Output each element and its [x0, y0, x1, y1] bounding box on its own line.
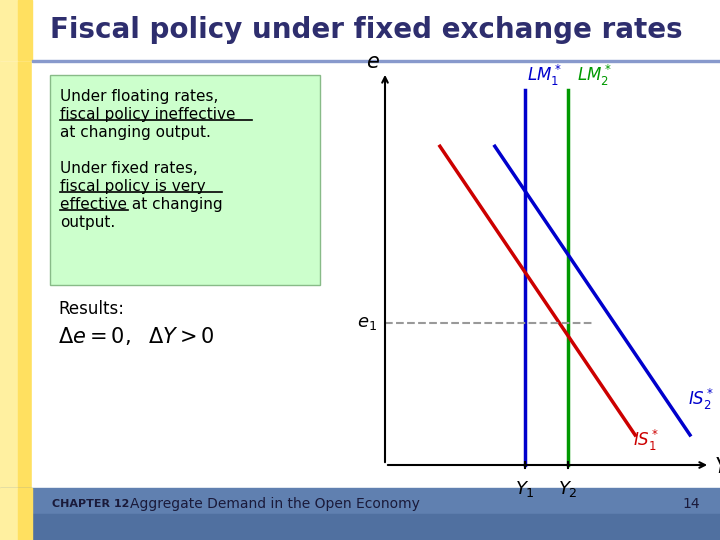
- Bar: [18, 0, 32, 60]
- Bar: [32, 59, 720, 62]
- Text: CHAPTER 12: CHAPTER 12: [52, 499, 130, 509]
- Text: $Y_1$: $Y_1$: [516, 479, 535, 499]
- Text: $\Delta \mathbf{\mathit{e}}=0,$  $\Delta \mathbf{\mathit{Y}}>0$: $\Delta \mathbf{\mathit{e}}=0,$ $\Delta …: [58, 325, 215, 347]
- Text: $LM_1^*$: $LM_1^*$: [527, 63, 562, 88]
- Text: $LM_2^*$: $LM_2^*$: [577, 63, 612, 88]
- Text: fiscal policy ineffective: fiscal policy ineffective: [60, 107, 235, 122]
- Text: $Y_2$: $Y_2$: [558, 479, 578, 499]
- Text: Results:: Results:: [58, 300, 124, 318]
- Bar: [0, 488, 18, 540]
- Text: $e_1$: $e_1$: [357, 314, 377, 332]
- Bar: [18, 52, 32, 488]
- Bar: [50, 75, 320, 285]
- Bar: [0, 514, 720, 540]
- Text: $Y$: $Y$: [714, 457, 720, 477]
- Text: at changing output.: at changing output.: [60, 125, 211, 140]
- Text: $IS_1^*$: $IS_1^*$: [633, 428, 660, 453]
- Bar: [18, 488, 32, 540]
- Text: Under floating rates,: Under floating rates,: [60, 89, 218, 104]
- Bar: [0, 52, 18, 488]
- Text: 14: 14: [683, 497, 700, 511]
- Bar: [0, 488, 720, 540]
- Text: $IS_2^*$: $IS_2^*$: [688, 387, 714, 412]
- Text: fiscal policy is very: fiscal policy is very: [60, 179, 206, 194]
- Bar: [0, 0, 18, 60]
- Text: $e$: $e$: [366, 52, 380, 72]
- Text: Aggregate Demand in the Open Economy: Aggregate Demand in the Open Economy: [130, 497, 420, 511]
- Text: output.: output.: [60, 215, 115, 230]
- Text: Under fixed rates,: Under fixed rates,: [60, 161, 198, 176]
- Bar: [0, 0, 720, 60]
- Text: effective at changing: effective at changing: [60, 197, 222, 212]
- Bar: [32, 52, 720, 488]
- Text: Fiscal policy under fixed exchange rates: Fiscal policy under fixed exchange rates: [50, 16, 683, 44]
